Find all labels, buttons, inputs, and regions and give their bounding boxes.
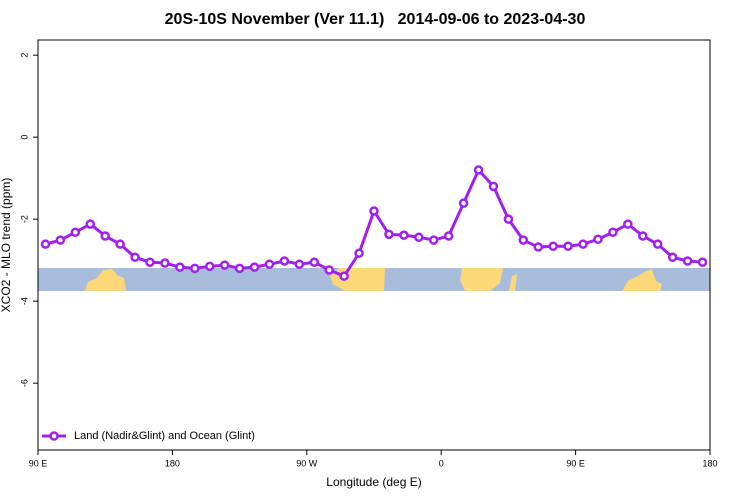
data-point <box>384 229 394 240</box>
data-point <box>518 235 529 245</box>
data-point <box>354 248 364 258</box>
data-point <box>443 231 454 241</box>
data-point <box>414 232 424 242</box>
land <box>622 269 662 291</box>
y-tick-label: 0 <box>19 135 29 140</box>
x-tick-label: 90 E <box>566 458 585 468</box>
data-point <box>682 256 693 266</box>
x-tick-label: 180 <box>165 458 180 468</box>
data-point <box>294 259 305 270</box>
data-point <box>100 231 110 241</box>
data-point <box>55 235 66 245</box>
data-point <box>339 271 349 281</box>
data-point <box>279 256 290 266</box>
data-point <box>70 227 81 238</box>
plot-frame <box>37 39 711 451</box>
data-point <box>428 235 439 245</box>
data-point <box>608 227 618 238</box>
data-point <box>264 259 275 270</box>
data-point <box>488 181 499 192</box>
land-ocean-map <box>38 268 710 291</box>
data-point <box>667 252 678 263</box>
data-point <box>234 263 245 274</box>
chart-title: 20S-10S November (Ver 11.1) 2014-09-06 t… <box>165 11 586 28</box>
data-point <box>503 214 514 224</box>
data-point <box>160 258 170 268</box>
data-point <box>533 242 544 252</box>
data-point <box>473 165 484 175</box>
legend-label: Land (Nadir&Glint) and Ocean (Glint) <box>74 430 255 442</box>
data-point <box>652 239 663 249</box>
data-point <box>369 206 379 216</box>
legend-marker <box>49 431 59 441</box>
data-point <box>309 257 320 267</box>
x-tick-label: 90 W <box>296 458 318 468</box>
x-tick-label: 0 <box>439 458 444 468</box>
data-point <box>175 262 185 272</box>
data-point <box>85 219 96 229</box>
data-point <box>399 230 409 240</box>
data-point <box>623 219 633 229</box>
data-point <box>638 231 648 241</box>
data-point <box>115 239 125 249</box>
data-point <box>578 239 588 249</box>
data-point <box>324 265 334 275</box>
data-point <box>563 241 573 251</box>
data-point <box>40 239 51 249</box>
x-tick-label: 90 E <box>29 458 48 468</box>
data-point <box>204 261 215 272</box>
data-point <box>593 234 603 245</box>
data-point <box>697 257 708 267</box>
x-axis-label: Longitude (deg E) <box>326 475 421 489</box>
data-point <box>190 263 200 274</box>
data-point <box>130 252 140 263</box>
y-tick-label: -6 <box>19 379 29 387</box>
y-tick-label: -4 <box>19 297 29 305</box>
land <box>460 268 503 291</box>
series-line <box>45 167 703 279</box>
land <box>509 274 517 291</box>
data-point <box>145 257 155 267</box>
land <box>85 269 126 291</box>
data-point <box>249 262 260 272</box>
y-tick-label: 2 <box>19 53 29 58</box>
data-point <box>219 260 230 270</box>
y-axis-label: XCO2 - MLO trend (ppm) <box>0 178 13 313</box>
data-point <box>458 198 469 208</box>
x-tick-label: 180 <box>702 458 717 468</box>
data-point <box>548 241 558 251</box>
y-tick-label: -2 <box>19 215 29 223</box>
